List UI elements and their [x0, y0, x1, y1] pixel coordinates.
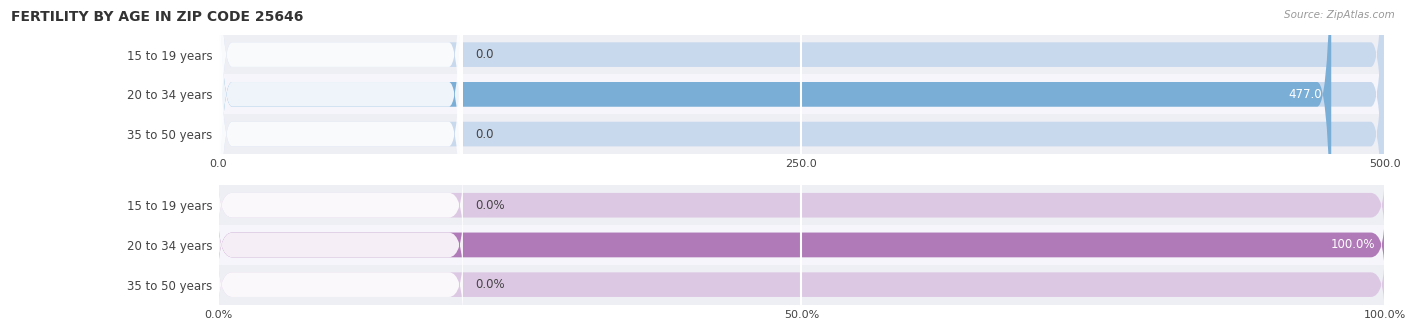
FancyBboxPatch shape	[218, 0, 463, 281]
Bar	[218, 74, 1385, 114]
FancyBboxPatch shape	[218, 0, 1331, 320]
Text: 0.0%: 0.0%	[475, 199, 505, 212]
FancyBboxPatch shape	[218, 0, 1385, 320]
Bar	[218, 35, 1385, 74]
Text: 0.0: 0.0	[475, 127, 494, 141]
FancyBboxPatch shape	[218, 0, 463, 320]
FancyBboxPatch shape	[218, 249, 463, 320]
FancyBboxPatch shape	[218, 249, 1385, 320]
Bar	[218, 114, 1385, 154]
FancyBboxPatch shape	[218, 210, 1385, 280]
FancyBboxPatch shape	[218, 170, 1385, 241]
Text: 477.0: 477.0	[1288, 88, 1322, 101]
Text: Source: ZipAtlas.com: Source: ZipAtlas.com	[1284, 10, 1395, 20]
FancyBboxPatch shape	[218, 0, 1385, 281]
Text: 0.0%: 0.0%	[475, 278, 505, 291]
FancyBboxPatch shape	[218, 210, 1385, 280]
FancyBboxPatch shape	[218, 0, 463, 331]
Text: 0.0: 0.0	[475, 48, 494, 61]
Text: 100.0%: 100.0%	[1331, 238, 1375, 252]
FancyBboxPatch shape	[218, 210, 463, 280]
FancyBboxPatch shape	[218, 170, 463, 241]
FancyBboxPatch shape	[218, 0, 1385, 331]
Bar	[218, 265, 1385, 305]
Bar	[218, 185, 1385, 225]
Text: FERTILITY BY AGE IN ZIP CODE 25646: FERTILITY BY AGE IN ZIP CODE 25646	[11, 10, 304, 24]
Bar	[218, 225, 1385, 265]
